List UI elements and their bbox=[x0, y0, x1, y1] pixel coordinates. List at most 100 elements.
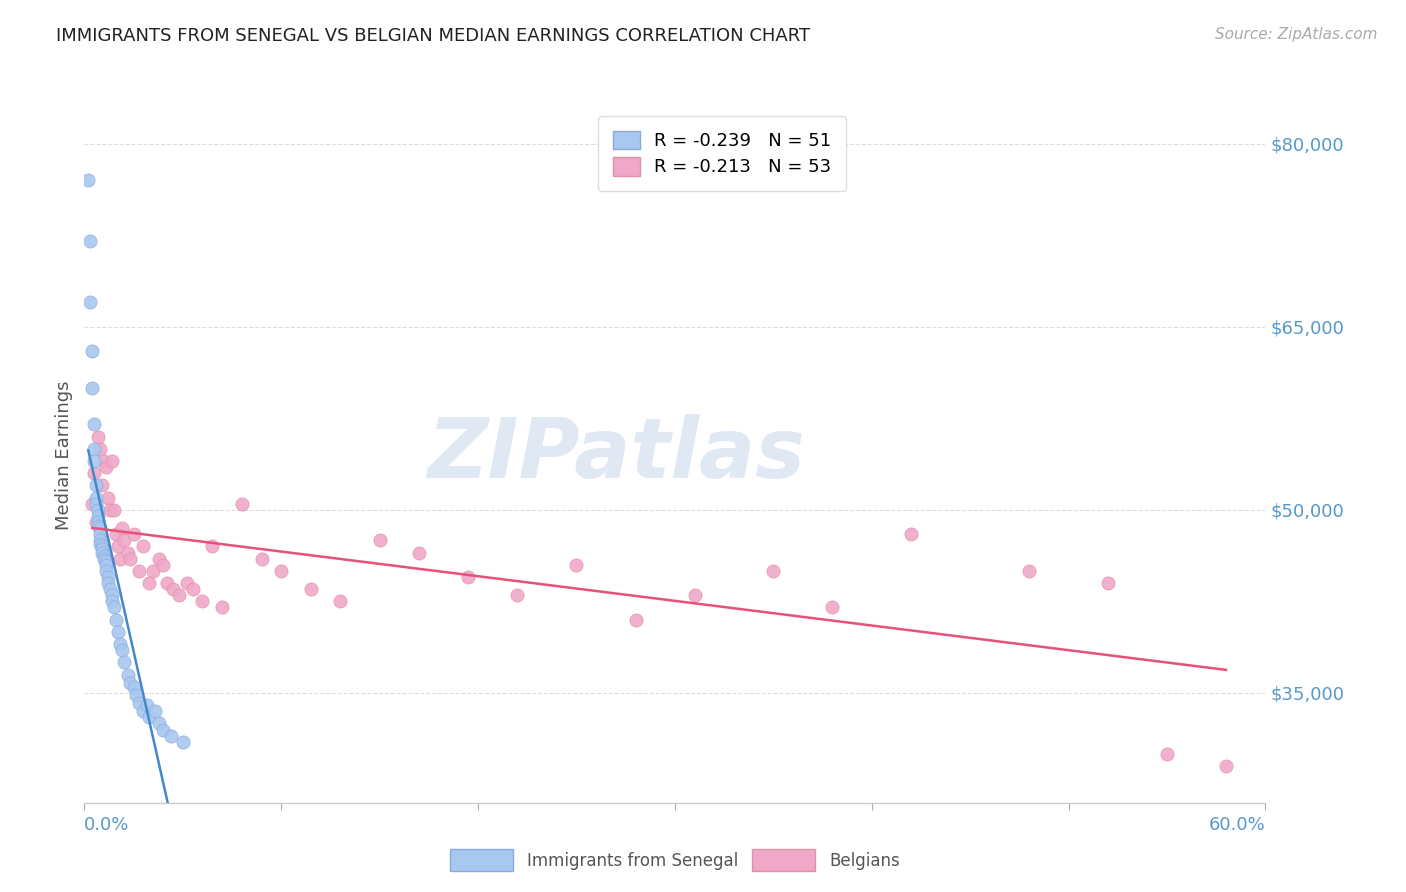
Point bbox=[83, 467, 105, 481]
Point bbox=[107, 624, 129, 639]
Y-axis label: Median Earnings: Median Earnings bbox=[55, 380, 73, 530]
Point bbox=[91, 541, 114, 556]
Point bbox=[82, 344, 104, 359]
Point bbox=[138, 710, 160, 724]
Point bbox=[162, 582, 184, 597]
Point bbox=[148, 716, 170, 731]
Point bbox=[89, 527, 111, 541]
Point bbox=[93, 551, 115, 566]
Point bbox=[91, 540, 114, 554]
Point bbox=[408, 545, 430, 559]
Point bbox=[112, 656, 135, 670]
Point bbox=[104, 613, 127, 627]
Point bbox=[172, 735, 194, 749]
Point bbox=[82, 497, 104, 511]
Point bbox=[89, 537, 111, 551]
Point bbox=[1018, 564, 1040, 578]
Point bbox=[167, 588, 190, 602]
Point bbox=[79, 295, 101, 310]
Point bbox=[87, 515, 110, 529]
Point bbox=[89, 533, 111, 548]
Point bbox=[118, 551, 141, 566]
Point bbox=[89, 442, 111, 456]
Point bbox=[97, 570, 120, 584]
Point bbox=[506, 588, 529, 602]
Point bbox=[97, 491, 120, 505]
Point bbox=[565, 558, 588, 572]
Point bbox=[176, 576, 198, 591]
Point bbox=[108, 637, 131, 651]
Text: 0.0%: 0.0% bbox=[84, 816, 129, 834]
Point bbox=[87, 518, 110, 533]
Point bbox=[156, 576, 179, 591]
Point bbox=[93, 454, 115, 468]
Point bbox=[136, 698, 159, 713]
Point bbox=[821, 600, 844, 615]
Point bbox=[900, 527, 922, 541]
Point bbox=[111, 521, 134, 535]
Point bbox=[122, 527, 145, 541]
Point bbox=[124, 689, 146, 703]
Point bbox=[94, 558, 117, 572]
Point bbox=[270, 564, 292, 578]
Point bbox=[250, 551, 273, 566]
Point bbox=[98, 503, 121, 517]
Point bbox=[624, 613, 647, 627]
Point bbox=[87, 508, 110, 523]
Text: ZIPatlas: ZIPatlas bbox=[427, 415, 804, 495]
Point bbox=[117, 667, 139, 681]
Point bbox=[91, 478, 114, 492]
Point bbox=[103, 600, 125, 615]
Point bbox=[368, 533, 391, 548]
Point bbox=[1215, 759, 1237, 773]
Point bbox=[299, 582, 322, 597]
Point bbox=[1097, 576, 1119, 591]
Point bbox=[101, 454, 124, 468]
Point bbox=[77, 173, 100, 187]
Point bbox=[152, 723, 174, 737]
Point bbox=[89, 521, 111, 535]
Point bbox=[138, 576, 160, 591]
Point bbox=[211, 600, 233, 615]
Point bbox=[181, 582, 204, 597]
Point bbox=[107, 540, 129, 554]
Point bbox=[87, 429, 110, 443]
Text: Source: ZipAtlas.com: Source: ZipAtlas.com bbox=[1215, 27, 1378, 42]
Point bbox=[132, 704, 155, 718]
Point bbox=[112, 533, 135, 548]
Point bbox=[457, 570, 479, 584]
Point bbox=[83, 454, 105, 468]
Point bbox=[128, 696, 150, 710]
Point bbox=[231, 497, 253, 511]
Point bbox=[148, 551, 170, 566]
Point bbox=[1156, 747, 1178, 761]
Point bbox=[94, 554, 117, 568]
Point bbox=[83, 442, 105, 456]
Point bbox=[91, 545, 114, 559]
Point bbox=[122, 680, 145, 694]
Point bbox=[79, 235, 101, 249]
Point bbox=[191, 594, 214, 608]
Point bbox=[87, 503, 110, 517]
Point bbox=[98, 582, 121, 597]
Point bbox=[103, 503, 125, 517]
Point bbox=[128, 564, 150, 578]
Point bbox=[83, 417, 105, 432]
Point bbox=[101, 594, 124, 608]
Point bbox=[762, 564, 785, 578]
Text: Belgians: Belgians bbox=[830, 852, 900, 870]
Text: 60.0%: 60.0% bbox=[1209, 816, 1265, 834]
Point bbox=[94, 460, 117, 475]
Text: IMMIGRANTS FROM SENEGAL VS BELGIAN MEDIAN EARNINGS CORRELATION CHART: IMMIGRANTS FROM SENEGAL VS BELGIAN MEDIA… bbox=[56, 27, 810, 45]
Point bbox=[683, 588, 706, 602]
Point bbox=[84, 491, 107, 505]
Point bbox=[132, 540, 155, 554]
Point bbox=[94, 564, 117, 578]
Legend: R = -0.239   N = 51, R = -0.213   N = 53: R = -0.239 N = 51, R = -0.213 N = 53 bbox=[599, 116, 846, 191]
Point bbox=[101, 588, 124, 602]
Point bbox=[117, 545, 139, 559]
Text: Immigrants from Senegal: Immigrants from Senegal bbox=[527, 852, 738, 870]
Point bbox=[108, 551, 131, 566]
Point bbox=[118, 676, 141, 690]
Point bbox=[201, 540, 224, 554]
